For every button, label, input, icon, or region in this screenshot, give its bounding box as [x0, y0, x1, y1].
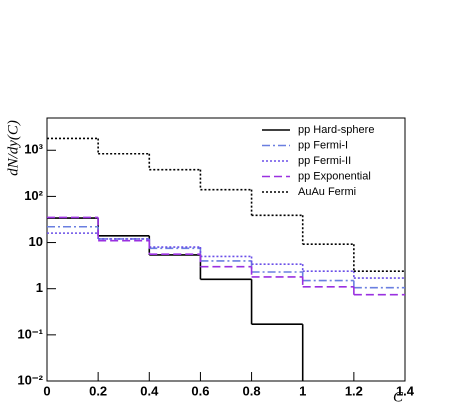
- legend-label: pp Exponential: [298, 170, 371, 182]
- y-axis-label: dN/dy(C): [5, 120, 21, 176]
- y-tick-label: 10⁻¹: [17, 326, 43, 341]
- x-tick-label: 1: [299, 383, 306, 398]
- legend-label: pp Fermi-II: [298, 155, 351, 167]
- y-tick-label: 10²: [24, 188, 43, 203]
- plot-frame: [46, 117, 406, 382]
- y-tick-label: 10: [29, 234, 43, 249]
- x-tick-label: 0.8: [243, 383, 261, 398]
- x-tick-label: 0: [43, 383, 50, 398]
- x-tick-label: 1.4: [396, 383, 415, 398]
- y-tick-label: 10³: [24, 142, 43, 157]
- legend-label: pp Hard-sphere: [298, 124, 374, 136]
- x-tick-label: 0.6: [191, 383, 209, 398]
- x-tick-label: 0.2: [89, 383, 107, 398]
- x-axis-label: C: [393, 389, 404, 405]
- x-tick-label: 0.4: [140, 383, 159, 398]
- legend-label: pp Fermi-I: [298, 139, 348, 151]
- x-tick-label: 1.2: [345, 383, 363, 398]
- legend-label: AuAu Fermi: [298, 186, 356, 198]
- y-tick-label: 1: [36, 280, 43, 295]
- y-tick-label: 10⁻²: [17, 372, 43, 387]
